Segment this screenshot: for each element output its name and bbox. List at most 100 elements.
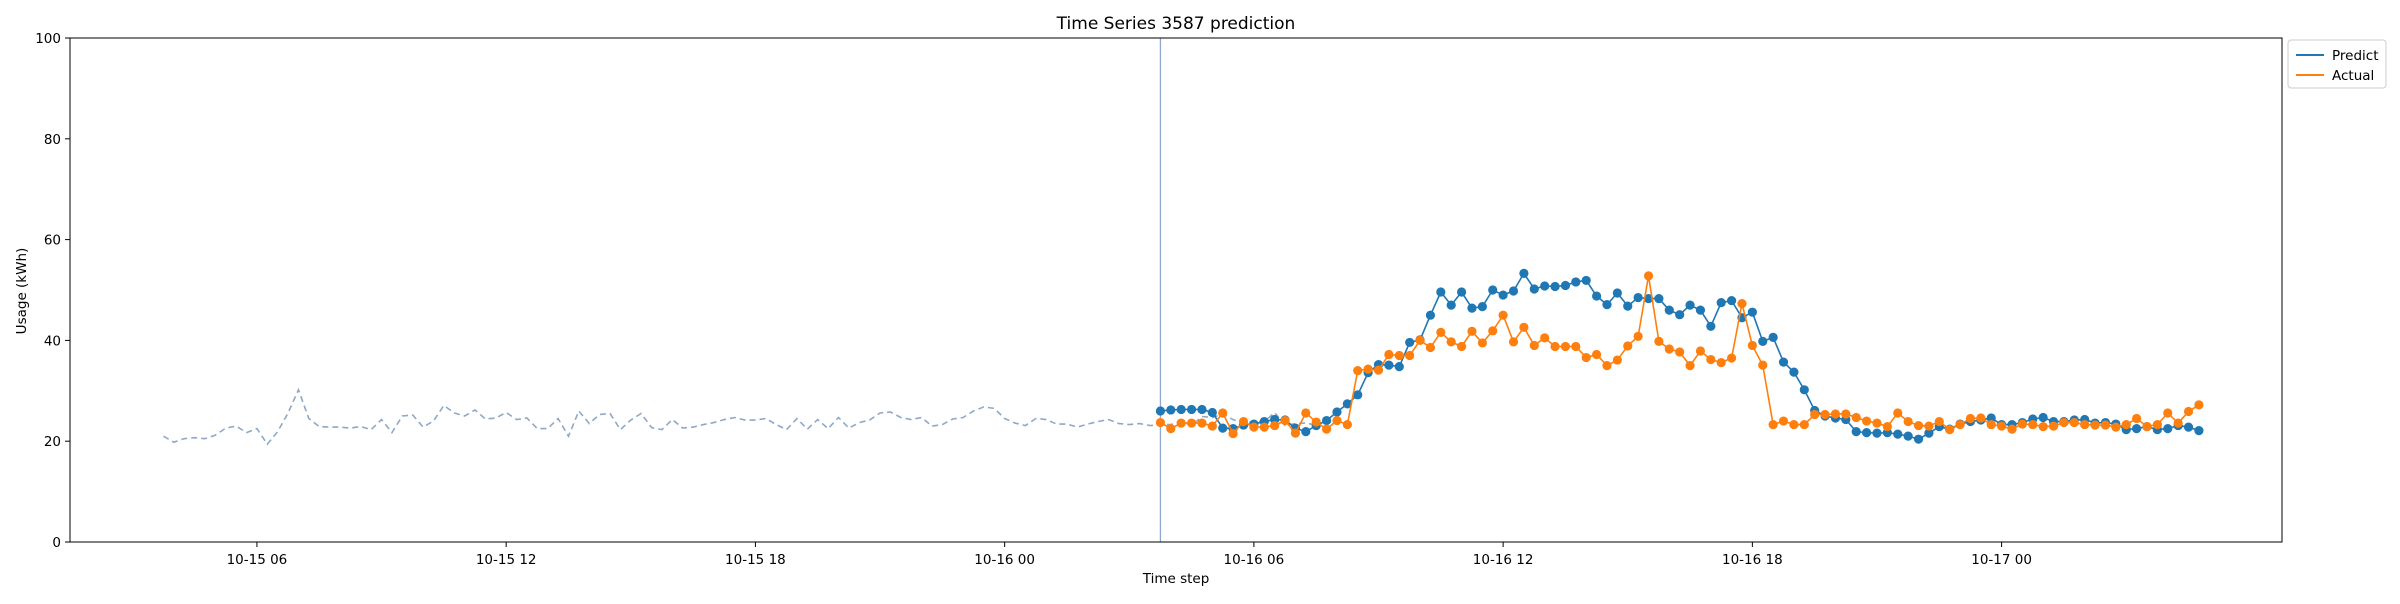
actual-point (1872, 418, 1882, 428)
x-tick-label: 10-17 00 (1971, 552, 2032, 568)
actual-point (1986, 419, 1996, 430)
predict-point (1633, 292, 1643, 303)
actual-point (1591, 349, 1602, 360)
actual-point (1581, 352, 1591, 363)
actual-point (1550, 341, 1560, 352)
axes-layer: 0 20 40 60 80 100 10-15 06 10-15 12 10-15 18 10-1… (35, 31, 2032, 568)
predict-point (1716, 298, 1726, 308)
actual-point (2048, 421, 2059, 431)
predict-point (1664, 305, 1674, 315)
predict-point (1477, 302, 1487, 312)
x-tick-label: 10-15 12 (476, 552, 537, 568)
predict-point (1872, 428, 1882, 438)
actual-point (1997, 421, 2007, 431)
predict-point (1747, 307, 1757, 317)
actual-point (1311, 417, 1321, 427)
predict-point (1425, 310, 1436, 320)
y-tick-label: 0 (52, 535, 61, 551)
predict-point (1913, 434, 1924, 444)
actual-point (1301, 408, 1311, 418)
predict-point (1498, 290, 1508, 300)
predict-point (1488, 285, 1498, 295)
actual-point (1259, 422, 1269, 432)
predict-point (1353, 390, 1363, 400)
predict-point (1508, 286, 1519, 296)
predict-point (1321, 415, 1332, 426)
actual-point (1623, 341, 1633, 351)
actual-point (2028, 419, 2038, 430)
actual-point (1508, 337, 1519, 347)
legend-label-actual: Actual (2332, 68, 2374, 84)
legend-label-predict: Predict (2332, 48, 2379, 64)
actual-point (1685, 361, 1695, 371)
plot-frame-layer (69, 37, 2283, 543)
predict-point (1789, 367, 1799, 377)
actual-point (1789, 419, 1799, 430)
predict-point (1166, 405, 1176, 415)
predict-point (1550, 281, 1560, 292)
predict-point (1560, 280, 1571, 291)
actual-point (1903, 416, 1913, 427)
actual-point (2121, 419, 2131, 430)
actual-point (1405, 350, 1415, 361)
actual-point (1155, 417, 1166, 428)
predict-point (1612, 288, 1622, 298)
actual-point (1394, 350, 1404, 361)
actual-point (2017, 419, 2027, 429)
predict-point (1654, 293, 1664, 304)
actual-point (1758, 360, 1768, 370)
actual-point (1955, 419, 1965, 430)
actual-point (1913, 420, 1924, 431)
actual-point (1727, 353, 1737, 363)
actual-point (2111, 422, 2121, 432)
actual-point (1218, 408, 1228, 418)
x-tick-label: 10-16 00 (974, 552, 1035, 568)
actual-point (1924, 421, 1934, 431)
actual-point (1945, 425, 1955, 435)
actual-point (2100, 420, 2111, 430)
x-tick-label: 10-15 06 (227, 552, 288, 568)
actual-point (1540, 333, 1550, 343)
predict-point (1903, 431, 1913, 441)
predict-point (1643, 293, 1654, 304)
x-tick-label: 10-16 06 (1224, 552, 1285, 568)
history-line (163, 387, 1317, 446)
actual-point (1207, 421, 1217, 431)
predict-point (1207, 407, 1217, 418)
actual-point (1425, 342, 1436, 353)
actual-point (1560, 341, 1571, 352)
actual-point (1186, 418, 1197, 428)
actual-point (2069, 417, 2079, 428)
actual-point (2183, 406, 2194, 417)
predict-point (1695, 305, 1706, 315)
actual-point (1290, 428, 1301, 438)
predict-point (1519, 268, 1529, 278)
actual-point (1571, 341, 1581, 352)
predict-point (2132, 424, 2142, 434)
predict-point (1436, 287, 1446, 297)
actual-point (1176, 418, 1186, 428)
predict-point (1924, 428, 1934, 438)
actual-point (1716, 357, 1726, 368)
predict-point (1218, 423, 1228, 433)
actual-point (1882, 421, 1892, 432)
actual-point (2007, 424, 2017, 434)
actual-point (1830, 409, 1841, 419)
predict-point (1571, 277, 1581, 287)
legend: Predict Actual (2287, 39, 2387, 89)
predict-point (1581, 275, 1591, 286)
actual-point (1643, 271, 1654, 281)
actual-point (1228, 429, 1238, 439)
actual-point (2194, 400, 2204, 410)
actual-point (1436, 327, 1446, 337)
y-tick-label: 20 (44, 434, 61, 450)
x-axis-label: Time step (1142, 571, 1210, 587)
actual-point (1820, 409, 1830, 420)
predict-point (1446, 300, 1456, 310)
actual-point (1488, 326, 1498, 336)
predict-point (1862, 428, 1872, 438)
actual-point (1197, 418, 1207, 428)
actual-point (1706, 354, 1716, 365)
predict-point (1893, 429, 1903, 439)
predict-point (1405, 337, 1415, 348)
